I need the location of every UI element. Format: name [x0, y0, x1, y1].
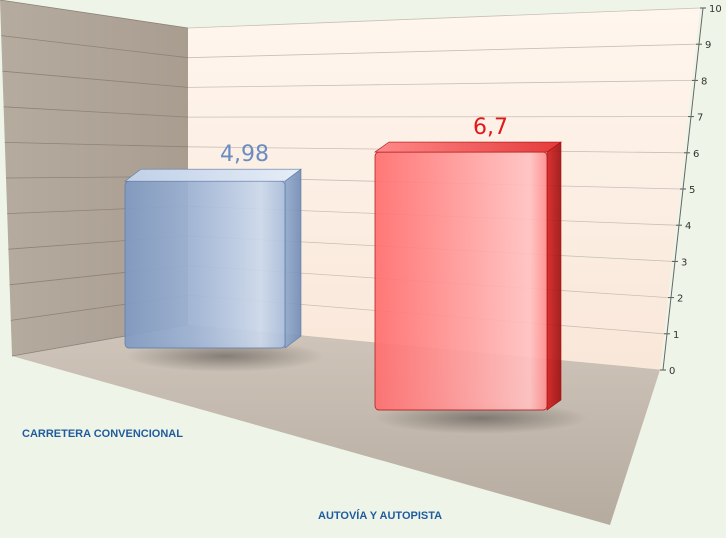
y-tick-label: 10 [709, 4, 722, 15]
bar-front-face [374, 151, 548, 411]
y-tick-label: 5 [689, 185, 695, 196]
gridline-back [187, 7, 701, 29]
y-tick-label: 3 [681, 257, 687, 268]
bar-1 [124, 168, 325, 372]
y-axis-ticks: 0 1 2 3 4 5 6 7 8 9 10 [660, 4, 722, 377]
y-axis-line [662, 7, 704, 371]
gridline-side [1, 35, 189, 59]
category-label-1: CARRETERA CONVENCIONAL [22, 428, 183, 440]
gridline-back [187, 116, 689, 118]
gridline-side [2, 70, 189, 88]
gridline-side [0, 0, 189, 29]
data-label-2: 6,7 [473, 115, 508, 140]
y-tick-label: 6 [693, 149, 699, 160]
y-tick-label: 0 [669, 366, 675, 377]
gridline-back [187, 80, 693, 88]
bar-side-face [546, 141, 562, 411]
bar-side-face [284, 168, 302, 349]
y-tick-label: 8 [701, 76, 707, 87]
y-tick-label: 2 [677, 294, 683, 305]
data-labels: 4,98 6,7 [220, 115, 508, 167]
gridline-side [3, 106, 189, 118]
y-tick-label: 4 [685, 221, 691, 232]
y-tick-label: 1 [673, 330, 679, 341]
bar-top-face [124, 168, 302, 182]
bar-2 [374, 141, 588, 434]
data-label-1: 4,98 [220, 142, 269, 167]
y-tick-label: 9 [705, 40, 711, 51]
gridline-back [187, 43, 697, 59]
category-label-2: AUTOVÍA Y AUTOPISTA [318, 509, 442, 522]
category-labels: CARRETERA CONVENCIONAL AUTOVÍA Y AUTOPIST… [22, 428, 442, 522]
y-tick-label: 7 [697, 113, 703, 124]
bars [124, 141, 588, 434]
bar-front-face [124, 180, 286, 349]
bar-top-face [374, 141, 562, 153]
gridline-side [4, 142, 189, 148]
